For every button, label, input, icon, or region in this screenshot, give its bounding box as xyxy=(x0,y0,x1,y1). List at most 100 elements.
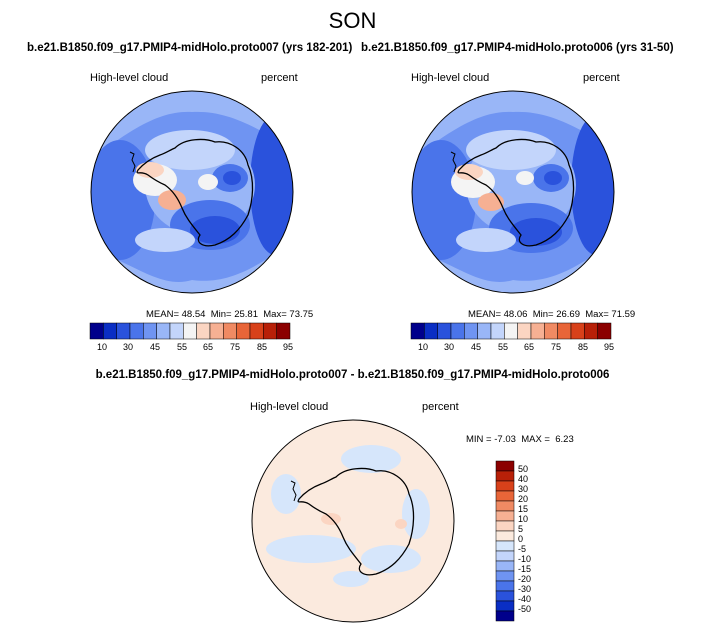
diff-tick-label: -5 xyxy=(518,544,527,554)
diff-max-label: MAX = xyxy=(521,434,550,445)
colorbar-cell xyxy=(504,322,518,340)
colorbar-cell xyxy=(495,600,515,612)
colorbar-cell xyxy=(143,322,157,340)
colorbar-cell xyxy=(517,322,532,340)
diff-tick-label: 10 xyxy=(518,514,529,524)
diff-tick-label: 0 xyxy=(518,534,524,544)
panel-1-tick-label: 95 xyxy=(282,342,293,352)
diff-tick-label: 20 xyxy=(518,494,529,504)
colorbar-cell xyxy=(495,540,515,552)
colorbar-cell xyxy=(89,322,104,340)
diff-tick-label: -30 xyxy=(518,584,532,594)
colorbar-cell xyxy=(450,322,465,340)
colorbar-cell xyxy=(156,322,171,340)
panel-2-tick-label: 65 xyxy=(523,342,534,352)
panel-2-case-title: b.e21.B1850.f09_g17.PMIP4-midHolo.proto0… xyxy=(361,42,674,54)
colorbar-cell xyxy=(464,322,478,340)
colorbar-cell xyxy=(557,322,572,340)
panel-2-polar-map xyxy=(411,90,615,294)
colorbar-cell xyxy=(263,322,277,340)
panel-1-colorbar xyxy=(89,322,291,340)
colorbar-cell xyxy=(495,490,515,502)
colorbar-cell xyxy=(495,510,515,522)
colorbar-cell xyxy=(495,570,515,582)
colorbar-cell xyxy=(495,520,515,532)
diff-min-label: MIN = xyxy=(466,434,492,445)
panel-2-variable-label: High-level cloud xyxy=(411,72,490,84)
diff-tick-label: -50 xyxy=(518,604,532,614)
colorbar-cell xyxy=(495,500,515,512)
diff-panel-title: b.e21.B1850.f09_g17.PMIP4-midHolo.proto0… xyxy=(95,369,610,381)
colorbar-cell xyxy=(196,322,211,340)
colorbar-cell xyxy=(103,322,117,340)
panel-2-tick-label: 45 xyxy=(470,342,481,352)
colorbar-cell xyxy=(597,322,612,340)
diff-tick-label: -20 xyxy=(518,574,532,584)
colorbar-cell xyxy=(570,322,585,340)
panel-1-mean-label: MEAN= xyxy=(146,309,179,320)
colorbar-cell xyxy=(495,580,515,592)
panel-2-stats: MEAN= 48.06 Min= 26.69 Max= 71.59 xyxy=(468,309,635,320)
colorbar-cell xyxy=(495,610,515,622)
panel-1-tick-label: 75 xyxy=(229,342,240,352)
panel-1-case-title: b.e21.B1850.f09_g17.PMIP4-midHolo.proto0… xyxy=(27,42,353,54)
panel-1-min-label: Min= xyxy=(210,309,232,320)
colorbar-cell xyxy=(169,322,184,340)
colorbar-cell xyxy=(495,530,515,542)
colorbar-cell xyxy=(183,322,197,340)
panel-1-tick-label: 10 xyxy=(96,342,107,352)
diff-panel-stats: MIN = -7.03 MAX = 6.23 xyxy=(466,434,574,445)
colorbar-cell xyxy=(584,322,598,340)
panel-2-min-value: 26.69 xyxy=(556,309,580,320)
panel-2-max-label: Max= xyxy=(585,309,609,320)
diff-panel-variable-label: High-level cloud xyxy=(250,401,329,413)
panel-2-tick-label: 95 xyxy=(603,342,614,352)
colorbar-cell xyxy=(424,322,438,340)
panel-1-tick-label: 30 xyxy=(122,342,133,352)
colorbar-cell xyxy=(495,460,515,472)
diff-tick-label: -40 xyxy=(518,594,532,604)
diff-colorbar xyxy=(495,460,515,622)
panel-1-tick-label: 65 xyxy=(202,342,213,352)
colorbar-cell xyxy=(477,322,492,340)
panel-2-min-label: Min= xyxy=(532,309,554,320)
panel-1-stats: MEAN= 48.54 Min= 25.81 Max= 73.75 xyxy=(146,309,313,320)
panel-1-mean-value: 48.54 xyxy=(181,309,206,320)
colorbar-cell xyxy=(530,322,545,340)
colorbar-cell xyxy=(495,480,515,492)
panel-2-tick-label: 85 xyxy=(577,342,588,352)
panel-1-max-label: Max= xyxy=(263,309,287,320)
diff-tick-label: 50 xyxy=(518,464,529,474)
colorbar-cell xyxy=(236,322,251,340)
panel-1-units-label: percent xyxy=(261,72,298,84)
season-title: SON xyxy=(328,8,377,33)
panel-2-tick-label: 10 xyxy=(417,342,428,352)
panel-2-mean-label: MEAN= xyxy=(468,309,501,320)
panel-2-tick-label: 55 xyxy=(497,342,508,352)
colorbar-cell xyxy=(209,322,224,340)
panel-2-mean-value: 48.06 xyxy=(503,309,528,320)
diff-min-value: -7.03 xyxy=(494,434,516,445)
colorbar-cell xyxy=(276,322,291,340)
diff-tick-label: 5 xyxy=(518,524,524,534)
colorbar-cell xyxy=(490,322,505,340)
colorbar-cell xyxy=(116,322,131,340)
colorbar-cell xyxy=(223,322,237,340)
colorbar-cell xyxy=(129,322,144,340)
panel-2-colorbar xyxy=(410,322,612,340)
panel-1-tick-label: 55 xyxy=(176,342,187,352)
colorbar-cell xyxy=(495,590,515,602)
diff-tick-label: 15 xyxy=(518,504,529,514)
panel-1-tick-label: 45 xyxy=(149,342,160,352)
diff-tick-label: -10 xyxy=(518,554,532,564)
diff-tick-label: 30 xyxy=(518,484,529,494)
colorbar-cell xyxy=(495,550,515,562)
panel-1-min-value: 25.81 xyxy=(234,309,258,320)
panel-2-max-value: 71.59 xyxy=(611,309,636,320)
colorbar-cell xyxy=(544,322,558,340)
colorbar-cell xyxy=(410,322,425,340)
colorbar-cell xyxy=(495,470,515,482)
diff-tick-label: 40 xyxy=(518,474,529,484)
colorbar-cell xyxy=(495,560,515,572)
diff-polar-map xyxy=(251,419,455,623)
